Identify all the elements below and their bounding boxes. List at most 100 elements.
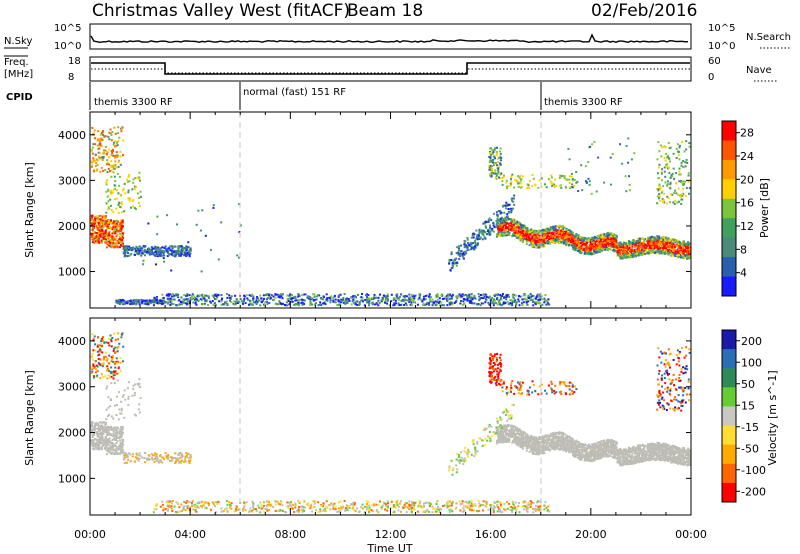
scatter-cell	[600, 236, 603, 239]
scatter-cell	[115, 240, 118, 243]
scatter-cell	[121, 127, 123, 130]
scatter-cell	[249, 300, 252, 303]
scatter-cell	[157, 253, 159, 256]
scatter-cell	[571, 179, 574, 182]
scatter-cell	[601, 244, 604, 247]
scatter-cell	[345, 298, 348, 300]
scatter-cell	[130, 247, 133, 249]
scatter-cell	[94, 221, 97, 224]
scatter-cell	[567, 237, 570, 240]
scatter-cell	[641, 238, 644, 241]
scatter-cell	[656, 246, 659, 249]
scatter-cell	[437, 295, 440, 298]
scatter-cell	[658, 197, 660, 200]
scatter-cell	[236, 254, 239, 257]
scatter-cell	[463, 253, 466, 256]
scatter-cell	[179, 250, 182, 253]
scatter-cell	[681, 140, 684, 143]
scatter-cell	[665, 152, 668, 155]
scatter-cell	[672, 247, 675, 250]
scatter-cell	[159, 299, 162, 302]
scatter-cell	[185, 248, 188, 251]
scatter-cell	[688, 255, 691, 258]
scatter-cell	[311, 297, 314, 300]
scatter-cell	[539, 297, 542, 300]
scatter-cell	[172, 298, 175, 301]
scatter-cell	[686, 257, 688, 260]
freq-label: Freq.	[4, 57, 29, 68]
scatter-cell	[575, 234, 578, 237]
scatter-cell	[120, 206, 123, 209]
scatter-cell	[205, 294, 208, 297]
scatter-cell	[606, 246, 609, 249]
scatter-cell	[440, 301, 443, 304]
scatter-cell	[92, 131, 95, 134]
scatter-cell	[436, 293, 439, 296]
scatter-cell	[610, 183, 612, 186]
scatter-cell	[184, 298, 187, 301]
scatter-cell	[542, 236, 545, 239]
scatter-cell	[450, 297, 453, 300]
scatter-cell	[413, 295, 416, 298]
scatter-cell	[163, 260, 166, 263]
scatter-cell	[311, 303, 314, 306]
scatter-cell	[182, 301, 185, 304]
scatter-cell	[304, 293, 307, 296]
scatter-cell	[519, 238, 522, 241]
nsky-frame	[89, 23, 692, 50]
scatter-cell	[281, 504, 284, 507]
scatter-cell	[503, 220, 506, 223]
scatter-cell	[288, 294, 291, 297]
scatter-cell	[96, 163, 99, 166]
scatter-cell	[161, 254, 164, 257]
scatter-cell	[314, 303, 316, 306]
scatter-cell	[466, 294, 469, 297]
scatter-cell	[515, 301, 518, 304]
scatter-cell	[668, 147, 671, 150]
scatter-cell	[103, 240, 106, 243]
scatter-cell	[474, 239, 477, 242]
scatter-cell	[658, 193, 661, 195]
scatter-cell	[621, 248, 624, 251]
scatter-cell	[434, 303, 437, 306]
scatter-cell	[535, 241, 538, 244]
scatter-cell	[496, 213, 499, 216]
scatter-cell	[515, 223, 518, 226]
scatter-cell	[373, 296, 376, 299]
scatter-cell	[114, 232, 117, 235]
scatter-cell	[567, 232, 570, 235]
scatter-cell	[643, 240, 646, 243]
scatter-cell	[553, 241, 556, 244]
scatter-cell	[317, 501, 320, 504]
scatter-cell	[684, 250, 687, 253]
scatter-cell	[458, 255, 461, 258]
scatter-cell	[598, 247, 601, 250]
scatter-cell	[161, 293, 164, 296]
scatter-cell	[450, 301, 453, 304]
scatter-cell	[568, 178, 571, 181]
scatter-cell	[489, 167, 492, 169]
scatter-cell	[285, 304, 288, 307]
scatter-cell	[474, 297, 477, 300]
scatter-cell	[221, 303, 224, 306]
scatter-cell	[593, 140, 596, 143]
scatter-cell	[609, 248, 612, 251]
scatter-cell	[662, 199, 665, 202]
scatter-cell	[201, 297, 204, 300]
scatter-cell	[510, 180, 513, 183]
colorbar-tick-label: 8	[740, 243, 747, 256]
scatter-cell	[567, 243, 570, 246]
scatter-cell	[110, 239, 113, 242]
scatter-cell	[574, 237, 577, 240]
nave-tick-top: 60	[708, 56, 721, 67]
scatter-cell	[201, 209, 204, 212]
scatter-cell	[319, 510, 322, 513]
scatter-cell	[351, 296, 354, 299]
scatter-cell	[181, 248, 184, 251]
scatter-cell	[286, 298, 289, 301]
cpid-panel: CPID themis 3300 RF normal (fast) 151 RF…	[6, 82, 623, 110]
scatter-cell	[666, 253, 669, 256]
scatter-cell	[272, 295, 275, 298]
scatter-cell	[194, 503, 197, 506]
scatter-cell	[679, 248, 682, 251]
